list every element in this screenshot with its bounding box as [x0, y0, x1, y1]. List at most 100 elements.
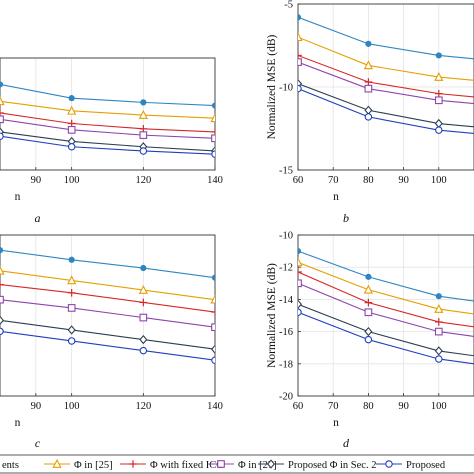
data-point-diamond: [434, 346, 443, 356]
data-point-square: [139, 313, 148, 322]
data-point-square: [0, 115, 4, 124]
data-point-plus: [435, 89, 443, 98]
data-point-triangle: [434, 71, 444, 81]
legend: ents Φ in [25] Φ with fixed ICC Φ in [27] Pr…: [0, 454, 474, 474]
data-point-square: [298, 58, 302, 66]
data-point-circle: [211, 150, 215, 158]
x-tick-label: 90: [398, 175, 409, 186]
data-point-dot: [68, 95, 75, 102]
y-tick-label: -14: [279, 295, 294, 306]
data-point-dot: [0, 247, 4, 254]
series-line-3: [0, 118, 215, 139]
y-tick-label: -12: [279, 263, 293, 274]
data-point-plus: [298, 51, 302, 60]
data-point-circle: [0, 132, 4, 140]
data-point-square: [298, 279, 302, 288]
series-line-4: [298, 83, 474, 128]
x-tick-label: 100: [431, 401, 447, 412]
data-point-plus: [364, 78, 373, 86]
series-layer: [0, 247, 215, 364]
x-axis-label: n: [15, 417, 21, 429]
series-line-5: [298, 311, 474, 365]
data-point-diamond: [67, 325, 76, 335]
data-point-circle: [364, 113, 373, 121]
x-tick-label: 100: [64, 401, 80, 412]
x-tick-label: 120: [135, 401, 151, 412]
data-point-circle: [67, 337, 76, 345]
data-point-square: [67, 304, 76, 312]
series-line-0: [298, 16, 474, 60]
x-tick-label: 80: [363, 401, 374, 412]
x-tick-label: 90: [31, 175, 42, 186]
data-point-circle: [0, 327, 4, 336]
data-point-circle: [211, 356, 215, 364]
chart-panel-c: 90 100 120 140 n c: [0, 234, 223, 450]
data-point-dot: [365, 273, 372, 280]
data-point-triangle: [0, 265, 5, 275]
plot-area-frame: [0, 234, 216, 397]
series-line-1: [0, 270, 215, 301]
plot-area-frame: [297, 234, 474, 397]
data-point-dot: [435, 52, 442, 59]
panel-sublabel: d: [343, 436, 350, 450]
series-line-2: [0, 112, 215, 133]
y-tick-label: -5: [284, 0, 293, 11]
y-tick-label: -15: [279, 166, 293, 177]
x-tick-label: 60: [293, 175, 304, 186]
data-point-plus: [298, 268, 302, 276]
y-axis-label: Normalized MSE (dB): [266, 263, 278, 368]
x-tick-label: 70: [328, 175, 339, 186]
x-tick-label: 60: [293, 401, 304, 412]
data-point-plus: [364, 298, 373, 307]
x-tick-label: 120: [135, 175, 151, 186]
data-point-triangle: [210, 113, 215, 123]
data-point-circle: [364, 335, 373, 344]
series-line-5: [298, 88, 474, 135]
data-point-triangle: [138, 284, 148, 294]
legend-marker-plus: [129, 460, 137, 468]
series-line-3: [0, 299, 215, 328]
x-axis-label: n: [333, 191, 339, 203]
series-line-1: [298, 36, 474, 81]
data-point-dot: [140, 99, 147, 106]
chart-panel-b: 60 70 80 90 100 -5 -10 -15 n Normalized MSE (dB) b: [266, 0, 474, 225]
data-point-diamond: [434, 118, 443, 129]
series-line-4: [0, 319, 215, 350]
legend-label: Φ with fixed ICC: [150, 460, 223, 471]
chart-panel-d: 60 70 80 90 100 -10 -12 -14 -16 -18 -20 n Normalized…: [266, 231, 474, 450]
series-layer: [0, 81, 215, 158]
data-point-dot: [435, 293, 442, 300]
data-point-circle: [435, 126, 443, 134]
series-line-0: [0, 83, 215, 107]
series-line-5: [0, 135, 215, 155]
y-tick-label: -10: [279, 83, 293, 94]
legend-marker-diamond: [266, 459, 276, 469]
legend-label: Φ in [25]: [74, 460, 113, 471]
data-point-circle: [139, 346, 148, 355]
x-tick-label: 90: [31, 401, 42, 412]
x-tick-label: 140: [207, 175, 223, 186]
data-point-diamond: [364, 326, 373, 337]
data-point-dot: [68, 256, 75, 263]
data-point-plus: [67, 288, 76, 297]
data-point-circle: [435, 355, 443, 363]
series-line-3: [298, 61, 474, 105]
series-line-3: [298, 282, 474, 337]
data-point-dot: [298, 248, 302, 255]
data-point-triangle: [0, 96, 5, 106]
data-point-triangle: [138, 109, 148, 119]
x-tick-label: 90: [398, 401, 409, 412]
data-point-triangle: [67, 275, 77, 285]
data-point-dot: [365, 40, 372, 47]
data-point-diamond: [139, 334, 148, 345]
data-point-diamond: [0, 315, 5, 325]
chart-panel-a: 90 100 120 140 n a: [0, 57, 223, 225]
x-axis-label: n: [15, 191, 21, 203]
legend-box: [0, 454, 474, 474]
data-point-plus: [435, 318, 443, 326]
data-point-square: [211, 323, 215, 332]
panel-sublabel: b: [343, 211, 349, 225]
x-tick-label: 140: [207, 401, 223, 412]
data-point-dot: [211, 274, 215, 281]
